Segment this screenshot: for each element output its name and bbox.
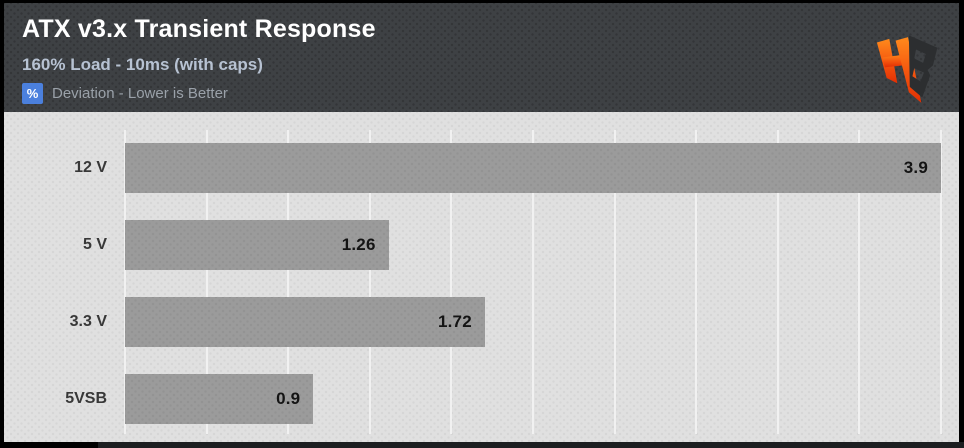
bottom-bar <box>0 442 964 448</box>
bar-track: 3.9 <box>125 142 941 193</box>
value-label-3.3v: 1.72 <box>437 311 472 331</box>
chart-subtitle: 160% Load - 10ms (with caps) <box>22 55 263 74</box>
value-label-5v: 1.26 <box>341 234 376 254</box>
percent-badge-icon: % <box>22 83 43 104</box>
gridline <box>287 130 290 434</box>
bar-row-5v: 5 V 1.26 <box>4 206 959 283</box>
gridline <box>940 130 942 434</box>
bar-5vsb: 0.9 <box>125 373 313 424</box>
gridline <box>858 130 861 434</box>
bar-track: 1.72 <box>125 296 941 347</box>
chart-header: ATX v3.x Transient Response 160% Load - … <box>4 3 959 112</box>
category-label-3.3v: 3.3 V <box>69 312 107 330</box>
gridline <box>776 130 779 434</box>
bottom-bar-segment <box>0 442 98 448</box>
bar-12v: 3.9 <box>125 142 941 193</box>
bar-row-5vsb: 5VSB 0.9 <box>4 360 959 437</box>
legend-label: Deviation - Lower is Better <box>52 85 228 102</box>
category-label-12v: 12 V <box>74 158 107 176</box>
hardware-busters-logo-icon <box>868 13 948 103</box>
gridlines <box>124 130 942 434</box>
bar-track: 0.9 <box>125 373 941 424</box>
bar-row-12v: 12 V 3.9 <box>4 129 959 206</box>
gridline <box>613 130 616 434</box>
bar-3.3v: 1.72 <box>125 296 485 347</box>
gridline <box>695 130 698 434</box>
bar-rows: 12 V 3.9 5 V 1.26 3.3 V <box>4 129 959 437</box>
chart-title: ATX v3.x Transient Response <box>22 15 376 43</box>
gridline <box>205 130 208 434</box>
value-label-5vsb: 0.9 <box>276 388 301 408</box>
value-label-12v: 3.9 <box>903 157 928 177</box>
gridline <box>532 130 534 434</box>
bar-track: 1.26 <box>125 219 941 270</box>
gridline <box>124 130 126 434</box>
category-label-5v: 5 V <box>82 235 107 253</box>
legend: % Deviation - Lower is Better <box>22 83 228 104</box>
gridline <box>450 130 453 434</box>
bar-5v: 1.26 <box>125 219 389 270</box>
gridline <box>368 130 371 434</box>
category-label-5vsb: 5VSB <box>65 389 107 407</box>
bar-row-3.3v: 3.3 V 1.72 <box>4 283 959 360</box>
bar-chart: 12 V 3.9 5 V 1.26 3.3 V <box>4 112 959 442</box>
